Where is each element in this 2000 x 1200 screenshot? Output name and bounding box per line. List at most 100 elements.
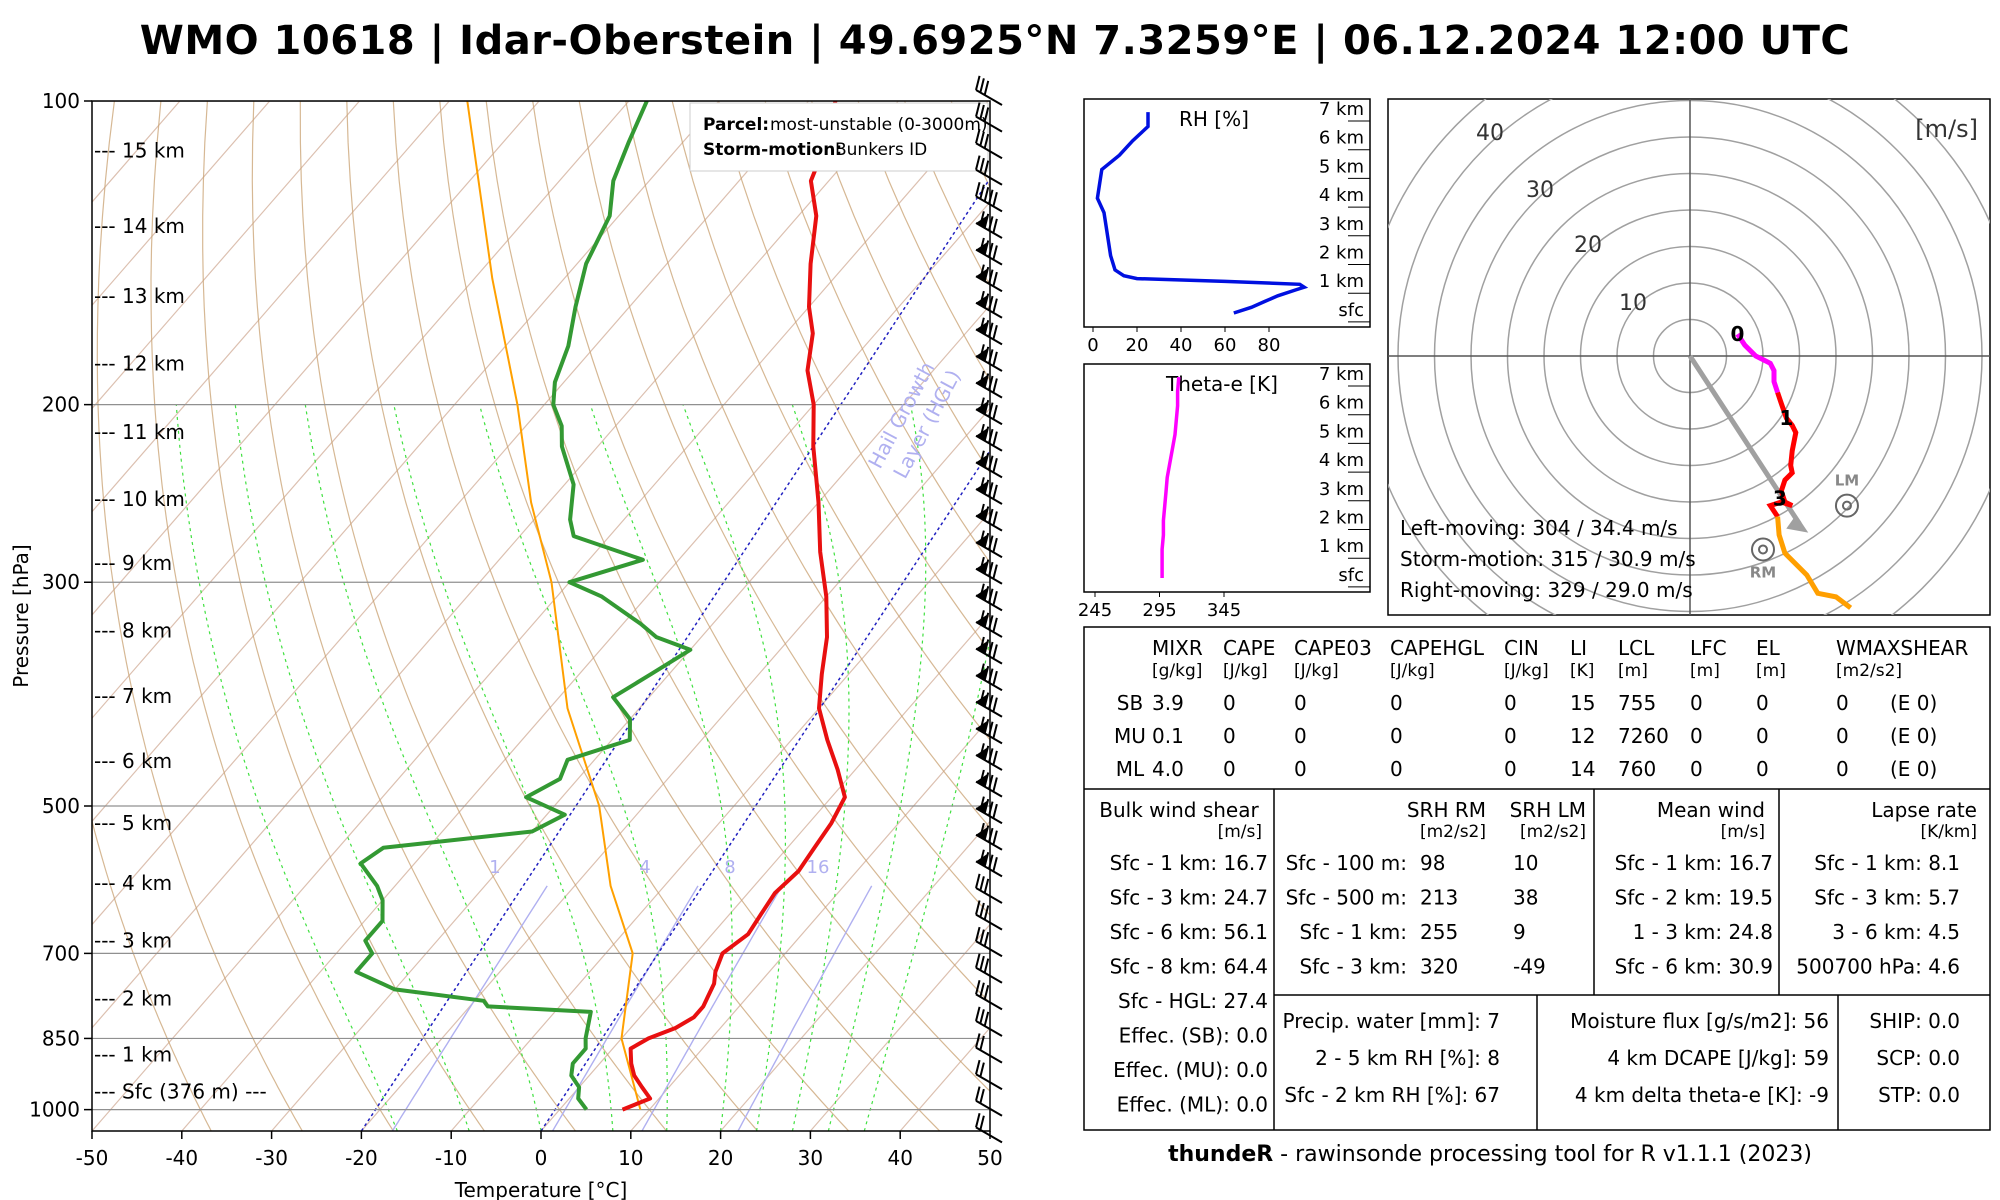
moist-adiabat [589,404,733,1131]
table1-row-name: SB [1117,691,1143,715]
barb-flag [983,80,990,96]
y-axis-label: Pressure [hPa] [9,544,33,687]
dewpoint-trace [354,101,693,1111]
wind-barb [975,610,1003,638]
bulk-row: Sfc - 8 km: 64.4 [1110,955,1268,979]
wind-barb [975,1086,1003,1117]
y-tick-label: 300 [42,570,80,594]
table1-cell: 7260 [1618,724,1669,748]
barb-flag [983,586,990,601]
table1-header: CAPE03 [1294,636,1372,660]
thetae-level-label: 2 km [1319,508,1364,529]
isotherm [92,101,450,513]
table1-cell: 0 [1504,691,1517,715]
barb-flag [979,237,985,253]
x-tick-label: -30 [255,1146,288,1170]
dry-adiabat [251,101,576,1131]
rh-level-label: 2 km [1319,243,1364,264]
hodo-height-label: 0 [1730,322,1744,346]
wind-barb [975,211,1003,239]
barb-flag [988,668,994,683]
table1-cell: 0 [1756,757,1769,781]
dry-adiabat [96,101,303,1131]
hodo-height-label: 1 [1779,406,1793,430]
barb-flag [992,351,998,367]
table1-header: LI [1570,636,1587,660]
barb-flag [979,610,985,625]
barb-flag [979,583,985,599]
rh-panel-frame [1083,98,1371,328]
barb-flag [979,397,985,412]
moist-adiabat [863,636,990,1131]
table1-header: EL [1756,636,1781,660]
barb-flag [975,980,981,995]
wind-barb [975,182,1003,213]
barb-flag [988,322,994,338]
bulk-row: Effec. (MU): 0.0 [1113,1058,1268,1082]
height-label: --- 2 km [94,987,172,1011]
barb-flag [979,636,985,652]
wind-barb [975,769,1003,798]
barb-flag [979,902,985,918]
barb-flag [988,349,994,364]
barb-flag [988,189,994,205]
hgl-boundary [540,449,990,1131]
lapse-row: 500700 hPa: 4.6 [1796,955,1960,979]
dry-adiabat [718,101,990,653]
table1-cell: 0 [1294,757,1307,781]
mean-wind-row: 1 - 3 km: 24.8 [1633,920,1773,944]
wind-barb [975,1113,1003,1144]
mean-wind-row: Sfc - 2 km: 19.5 [1615,886,1773,910]
barb-flag [975,953,981,969]
barb-flag [983,107,990,122]
misc2-row: Moisture flux [g/s/m2]: 56 [1570,1009,1829,1033]
table1-cell: 0 [1390,691,1403,715]
lapse-row: 3 - 6 km: 4.5 [1832,920,1960,944]
barb-flag [979,716,985,732]
table1-header: LFC [1690,636,1727,660]
bunkers-label: RM [1750,563,1776,581]
thetae-level-label: 1 km [1319,536,1364,557]
thetae-x-tick-label: 345 [1207,600,1241,621]
barb-flag [983,878,990,894]
barb-flag [992,298,998,314]
barb-flag [979,689,985,705]
moist-adiabat [175,404,398,1131]
x-tick-label: -40 [165,1146,198,1170]
barb-flag [979,769,985,785]
mixing-ratio-line [391,885,548,1131]
mixing-ratio-label: 1 [489,857,500,878]
barb-flag [992,458,998,473]
thetae-level-label: sfc [1338,565,1364,586]
barb-flag [988,216,994,231]
bulk-row: Sfc - 1 km: 16.7 [1110,851,1268,875]
barb-flag [992,218,998,234]
barb-flag [992,484,998,500]
wind-barb [975,317,1003,346]
table1-cell: (E 0) [1890,757,1937,781]
bulk-row: Sfc - 3 km: 24.7 [1110,886,1268,910]
table1-cell: 0 [1223,757,1236,781]
height-label: --- 12 km [94,351,185,375]
isotherm [92,101,271,307]
rh-level-label: 5 km [1319,156,1364,177]
table1-cell: 0 [1390,757,1403,781]
barb-flag [988,854,994,870]
dry-adiabat [671,101,990,741]
hodo-trace-0-1km [1735,332,1780,394]
mixing-ratio-line [737,885,873,1131]
barb-flag [983,852,990,867]
wind-barb [975,900,1003,931]
barb-flag [983,905,990,920]
barb-flag [992,724,998,739]
barb-flag [992,644,998,659]
dry-adiabat [392,101,850,1131]
table1-unit: [m] [1618,661,1648,681]
height-label: --- 13 km [94,284,185,308]
height-label: --- 14 km [94,214,185,238]
hodo-motion-text: Right-moving: 329 / 29.0 m/s [1400,578,1693,602]
barb-flag [975,1113,981,1128]
srh-lm-value: 9 [1513,920,1526,944]
wind-barb [975,450,1003,479]
barb-flag [979,211,985,226]
